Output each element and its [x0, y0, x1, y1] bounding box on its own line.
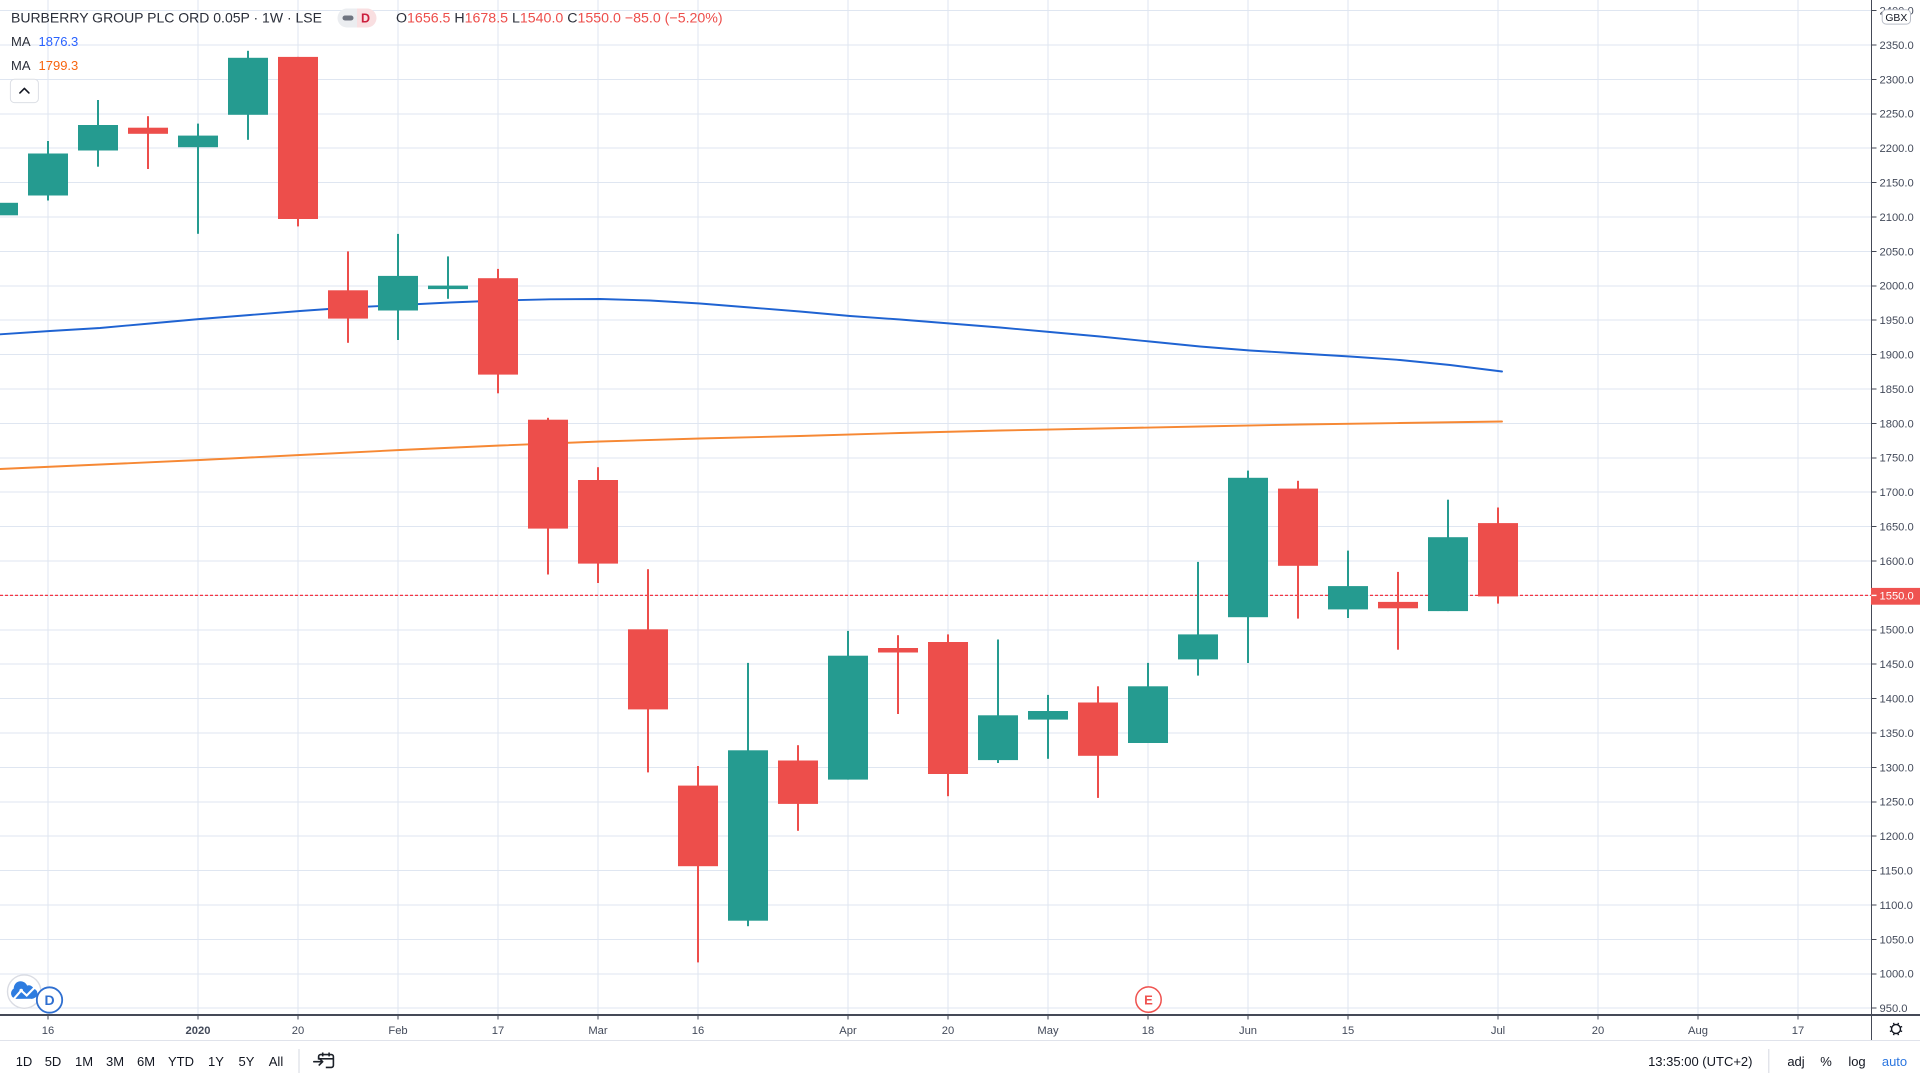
- svg-text:1850.0: 1850.0: [1880, 384, 1914, 396]
- svg-text:2150.0: 2150.0: [1880, 178, 1914, 190]
- svg-text:Mar: Mar: [588, 1025, 608, 1037]
- svg-text:Apr: Apr: [839, 1025, 857, 1037]
- svg-text:1876.3: 1876.3: [39, 34, 79, 49]
- svg-text:1799.3: 1799.3: [39, 58, 79, 73]
- svg-text:3M: 3M: [106, 1054, 124, 1069]
- svg-text:Aug: Aug: [1688, 1025, 1708, 1037]
- svg-text:MA: MA: [11, 58, 31, 73]
- svg-text:16: 16: [42, 1025, 54, 1037]
- svg-text:Jun: Jun: [1239, 1025, 1257, 1037]
- svg-text:2300.0: 2300.0: [1880, 74, 1914, 86]
- svg-text:1600.0: 1600.0: [1880, 556, 1914, 568]
- svg-text:MA: MA: [11, 34, 31, 49]
- svg-text:All: All: [269, 1054, 284, 1069]
- svg-text:Jul: Jul: [1491, 1025, 1505, 1037]
- svg-text:1M: 1M: [75, 1054, 93, 1069]
- svg-text:1400.0: 1400.0: [1880, 694, 1914, 706]
- svg-text:2000.0: 2000.0: [1880, 281, 1914, 293]
- svg-text:20: 20: [292, 1025, 304, 1037]
- svg-text:1450.0: 1450.0: [1880, 659, 1914, 671]
- svg-text:2020: 2020: [186, 1025, 211, 1037]
- svg-text:1350.0: 1350.0: [1880, 728, 1914, 740]
- svg-text:O1656.5 H1678.5 L1540.0 C1550.: O1656.5 H1678.5 L1540.0 C1550.0 −85.0 (−…: [396, 11, 723, 27]
- svg-text:YTD: YTD: [168, 1054, 194, 1069]
- svg-text:2250.0: 2250.0: [1880, 109, 1914, 121]
- svg-text:1950.0: 1950.0: [1880, 315, 1914, 327]
- svg-text:15: 15: [1342, 1025, 1354, 1037]
- svg-text:1700.0: 1700.0: [1880, 487, 1914, 499]
- svg-text:20: 20: [1592, 1025, 1604, 1037]
- svg-text:1900.0: 1900.0: [1880, 350, 1914, 362]
- svg-text:6M: 6M: [137, 1054, 155, 1069]
- svg-text:1800.0: 1800.0: [1880, 418, 1914, 430]
- svg-text:1300.0: 1300.0: [1880, 762, 1914, 774]
- svg-text:1500.0: 1500.0: [1880, 625, 1914, 637]
- svg-text:17: 17: [492, 1025, 504, 1037]
- svg-text:2100.0: 2100.0: [1880, 212, 1914, 224]
- svg-text:1100.0: 1100.0: [1880, 900, 1913, 912]
- svg-text:5D: 5D: [45, 1054, 62, 1069]
- svg-text:1Y: 1Y: [208, 1054, 224, 1069]
- svg-text:1250.0: 1250.0: [1880, 797, 1914, 809]
- svg-text:16: 16: [692, 1025, 704, 1037]
- svg-text:%: %: [1820, 1054, 1832, 1069]
- svg-text:1200.0: 1200.0: [1880, 831, 1914, 843]
- svg-text:1550.0: 1550.0: [1880, 590, 1914, 602]
- svg-text:5Y: 5Y: [239, 1054, 255, 1069]
- svg-text:May: May: [1037, 1025, 1059, 1037]
- svg-text:GBX: GBX: [1885, 13, 1907, 24]
- svg-text:18: 18: [1142, 1025, 1154, 1037]
- svg-text:17: 17: [1792, 1025, 1804, 1037]
- svg-text:1000.0: 1000.0: [1880, 969, 1914, 981]
- svg-text:1750.0: 1750.0: [1880, 453, 1914, 465]
- svg-text:2050.0: 2050.0: [1880, 246, 1914, 258]
- svg-text:D: D: [44, 992, 54, 1008]
- svg-text:log: log: [1848, 1054, 1865, 1069]
- svg-text:E: E: [1144, 992, 1153, 1007]
- svg-text:auto: auto: [1882, 1054, 1907, 1069]
- svg-text:Feb: Feb: [388, 1025, 407, 1037]
- svg-text:D: D: [361, 12, 370, 26]
- svg-text:1D: 1D: [16, 1054, 33, 1069]
- svg-text:20: 20: [942, 1025, 954, 1037]
- svg-text:1150.0: 1150.0: [1880, 866, 1913, 878]
- svg-text:adj: adj: [1787, 1054, 1804, 1069]
- svg-text:1650.0: 1650.0: [1880, 522, 1914, 534]
- svg-text:2350.0: 2350.0: [1880, 40, 1914, 52]
- svg-text:2200.0: 2200.0: [1880, 143, 1914, 155]
- svg-text:1050.0: 1050.0: [1880, 934, 1914, 946]
- svg-text:BURBERRY GROUP PLC ORD 0.05P ·: BURBERRY GROUP PLC ORD 0.05P · 1W · LSE: [11, 10, 322, 26]
- svg-text:13:35:00 (UTC+2): 13:35:00 (UTC+2): [1648, 1054, 1752, 1069]
- svg-text:950.0: 950.0: [1880, 1003, 1908, 1015]
